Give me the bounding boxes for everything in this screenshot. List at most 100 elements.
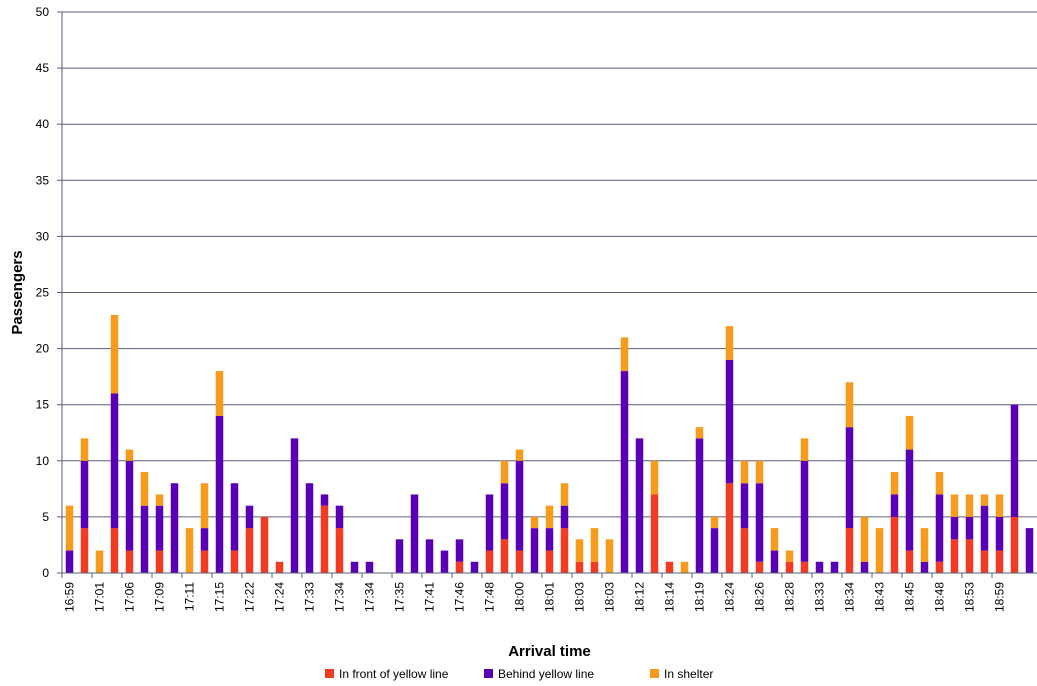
- x-tick-label: 18:28: [783, 582, 797, 612]
- x-tick-label: 18:03: [603, 582, 617, 612]
- bar-segment-s2-i36: [605, 539, 614, 573]
- bar-segment-s1-i19: [350, 561, 359, 573]
- bar-segment-s0-i12: [245, 528, 254, 573]
- bar-segment-s2-i10: [215, 371, 224, 416]
- bar-segment-s0-i44: [725, 483, 734, 573]
- bar-segment-s0-i56: [905, 550, 914, 573]
- bar-segment-s1-i52: [845, 427, 854, 529]
- x-tick-label: 18:33: [813, 582, 827, 612]
- bar-segment-s1-i16: [305, 483, 314, 573]
- bar-segment-s1-i53: [860, 561, 869, 573]
- bar-segment-s0-i3: [110, 528, 119, 573]
- bar-segment-s0-i45: [740, 528, 749, 573]
- x-tick-label: 17:34: [363, 582, 377, 612]
- bar-segment-s1-i3: [110, 393, 119, 529]
- bar-segment-s1-i30: [515, 460, 524, 551]
- bar-segment-s0-i6: [155, 550, 164, 573]
- bar-segment-s0-i13: [260, 516, 269, 573]
- bar-segment-s1-i31: [530, 528, 539, 573]
- bar-segment-s1-i50: [815, 561, 824, 573]
- bar-segment-s2-i8: [185, 528, 194, 573]
- bar-segment-s2-i45: [740, 460, 749, 484]
- bar-segment-s2-i31: [530, 516, 539, 529]
- x-tick-label: 18:48: [933, 582, 947, 612]
- bar-segment-s2-i52: [845, 382, 854, 428]
- bar-segment-s1-i11: [230, 483, 239, 551]
- bars: [65, 314, 1034, 573]
- bar-segment-s0-i62: [995, 550, 1004, 573]
- y-tick-labels: 0 5 10 15 20 25 30 35 40 45 50: [36, 5, 50, 580]
- bar-segment-s2-i61: [980, 494, 989, 506]
- bar-segment-s0-i52: [845, 528, 854, 573]
- bar-segment-s0-i14: [275, 561, 284, 573]
- y-tick-label: 15: [36, 398, 50, 412]
- bar-segment-s2-i47: [770, 528, 779, 551]
- x-tick-label: 18:24: [723, 582, 737, 612]
- bar-segment-s0-i39: [650, 494, 659, 573]
- bar-segment-s2-i41: [680, 561, 689, 573]
- y-tick-label: 0: [42, 566, 49, 580]
- bar-segment-s2-i33: [560, 483, 569, 506]
- bar-segment-s2-i32: [545, 505, 554, 529]
- bar-segment-s0-i18: [335, 528, 344, 573]
- bar-segment-s1-i7: [170, 483, 179, 573]
- bar-segment-s1-i29: [500, 483, 509, 540]
- x-tick-labels: 16:59 17:01 17:06 17:09 17:11 17:15 17:22 17:24…: [61, 573, 1007, 612]
- bar-segment-s0-i9: [200, 550, 209, 573]
- x-tick-label: 18:19: [693, 582, 707, 612]
- bar-segment-s1-i64: [1025, 528, 1034, 573]
- bar-segment-s0-i33: [560, 528, 569, 573]
- legend-label-2: In shelter: [664, 667, 713, 681]
- bar-segment-s2-i1: [80, 438, 89, 461]
- bar-segment-s0-i34: [575, 561, 584, 573]
- x-tick-label: 17:09: [153, 582, 167, 612]
- bar-segment-s2-i60: [965, 494, 974, 517]
- y-tick-label: 5: [42, 510, 49, 524]
- bar-segment-s1-i20: [365, 561, 374, 573]
- bar-segment-s1-i4: [125, 460, 134, 551]
- bar-segment-s2-i34: [575, 539, 584, 562]
- bar-segment-s1-i5: [140, 505, 149, 573]
- y-tick-label: 10: [36, 454, 50, 468]
- x-tick-label: 16:59: [63, 582, 77, 612]
- bar-segment-s1-i45: [740, 483, 749, 529]
- bar-segment-s1-i1: [80, 460, 89, 529]
- bar-segment-s1-i25: [440, 550, 449, 573]
- x-tick-label: 18:43: [873, 582, 887, 612]
- bar-segment-s1-i51: [830, 561, 839, 573]
- bar-segment-s0-i59: [950, 539, 959, 573]
- axes: [61, 12, 1037, 574]
- bar-segment-s2-i58: [935, 472, 944, 495]
- x-axis-title: Arrival time: [508, 643, 591, 660]
- bar-segment-s1-i9: [200, 528, 209, 551]
- legend: In front of yellow line Behind yellow lin…: [325, 667, 713, 681]
- bar-segment-s2-i3: [110, 314, 119, 394]
- legend-swatch-0: [325, 669, 334, 678]
- legend-label-1: Behind yellow line: [498, 667, 594, 681]
- bar-segment-s2-i42: [695, 427, 704, 439]
- bar-segment-s1-i63: [1010, 404, 1019, 517]
- bar-segment-s0-i17: [320, 505, 329, 573]
- bar-segment-s2-i6: [155, 494, 164, 506]
- bar-segment-s1-i43: [710, 528, 719, 573]
- x-tick-label: 18:59: [993, 582, 1007, 612]
- x-tick-label: 18:12: [633, 582, 647, 612]
- bar-segment-s1-i32: [545, 528, 554, 551]
- y-tick-label: 50: [36, 5, 50, 19]
- bar-segment-s0-i11: [230, 550, 239, 573]
- x-tick-label: 18:45: [903, 582, 917, 612]
- x-tick-label: 18:14: [663, 582, 677, 612]
- bar-segment-s2-i43: [710, 516, 719, 529]
- y-tick-label: 25: [36, 286, 50, 300]
- bar-segment-s2-i35: [590, 528, 599, 562]
- bar-segment-s2-i57: [920, 528, 929, 562]
- bar-segment-s0-i40: [665, 561, 674, 573]
- bar-segment-s2-i59: [950, 494, 959, 517]
- bar-segment-s2-i55: [890, 472, 899, 495]
- bar-segment-s1-i47: [770, 550, 779, 573]
- bar-segment-s1-i44: [725, 359, 734, 484]
- legend-swatch-2: [650, 669, 659, 678]
- bar-segment-s1-i61: [980, 505, 989, 551]
